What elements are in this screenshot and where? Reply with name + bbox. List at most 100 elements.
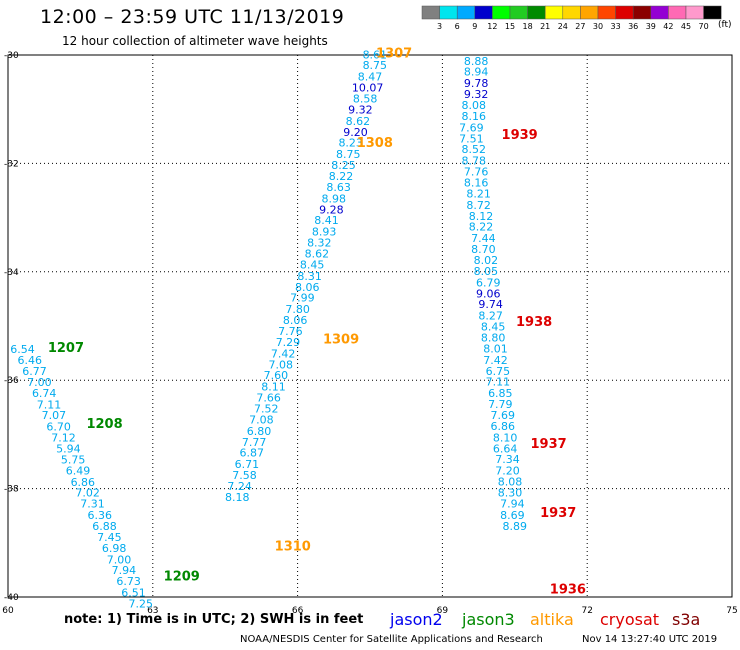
data-point: 7.02 bbox=[75, 487, 100, 500]
colorbar-tick-label: 70 bbox=[699, 22, 709, 31]
data-point: 7.12 bbox=[51, 431, 76, 444]
data-point: 5.75 bbox=[61, 454, 86, 467]
colorbar-swatch bbox=[492, 5, 511, 20]
data-point: 7.00 bbox=[107, 553, 132, 566]
data-point: 10.07 bbox=[352, 81, 384, 94]
x-tick-label: 63 bbox=[147, 606, 158, 616]
colorbar-swatch bbox=[562, 5, 581, 20]
data-point: 7.69 bbox=[490, 409, 515, 422]
x-tick-label: 66 bbox=[292, 606, 304, 616]
colorbar-tick-label: 33 bbox=[611, 22, 621, 31]
data-point: 6.87 bbox=[239, 447, 264, 460]
data-point: 8.05 bbox=[474, 265, 499, 278]
y-tick-label: -34 bbox=[4, 268, 19, 278]
data-point: 8.78 bbox=[462, 154, 487, 167]
data-point: 6.79 bbox=[476, 276, 501, 289]
data-point: 7.52 bbox=[254, 403, 279, 416]
data-point: 8.08 bbox=[462, 99, 487, 112]
data-point: 7.94 bbox=[112, 564, 137, 577]
data-point: 7.07 bbox=[42, 409, 67, 422]
data-point: 6.70 bbox=[46, 421, 71, 434]
data-point: 7.69 bbox=[459, 121, 484, 134]
data-point: 8.45 bbox=[481, 320, 506, 333]
data-point: 9.20 bbox=[343, 126, 368, 139]
chart-title: 12:00 – 23:59 UTC 11/13/2019 bbox=[40, 6, 345, 28]
colorbar-swatch bbox=[421, 5, 440, 20]
pass-label: 1937 bbox=[530, 437, 566, 452]
colorbar-tick-label: 27 bbox=[575, 22, 585, 31]
data-point: 8.32 bbox=[307, 236, 332, 249]
pass-label: 1937 bbox=[540, 506, 576, 521]
pass-label: 1310 bbox=[275, 539, 311, 554]
data-point: 7.20 bbox=[495, 465, 520, 478]
data-point: 8.75 bbox=[336, 148, 361, 161]
data-point: 7.77 bbox=[242, 436, 267, 449]
data-point: 8.69 bbox=[500, 509, 525, 522]
data-point: 8.93 bbox=[312, 225, 337, 238]
plot-frame bbox=[7, 54, 733, 598]
colorbar-swatch bbox=[650, 5, 669, 20]
data-point: 8.88 bbox=[464, 55, 489, 68]
data-point: 8.62 bbox=[305, 248, 330, 261]
y-tick-label: -38 bbox=[4, 485, 19, 495]
colorbar-tick-label: 18 bbox=[523, 22, 533, 31]
data-point: 7.11 bbox=[37, 398, 62, 411]
data-point: 8.62 bbox=[346, 115, 371, 128]
data-point: 7.60 bbox=[264, 369, 289, 382]
data-point: 8.27 bbox=[478, 309, 503, 322]
x-tick-label: 72 bbox=[581, 606, 592, 616]
data-point: 6.71 bbox=[235, 458, 260, 471]
data-point: 8.98 bbox=[322, 192, 347, 205]
legend-altika: altika bbox=[530, 610, 574, 629]
data-point: 6.74 bbox=[32, 387, 57, 400]
data-point: 7.31 bbox=[80, 498, 105, 511]
data-point: 7.08 bbox=[268, 358, 293, 371]
data-point: 8.45 bbox=[300, 259, 325, 272]
colorbar-swatch bbox=[685, 5, 704, 20]
data-point: 7.79 bbox=[488, 398, 513, 411]
data-point: 8.25 bbox=[331, 159, 356, 172]
data-point: 8.11 bbox=[261, 380, 286, 393]
data-point: 7.76 bbox=[464, 165, 489, 178]
data-point: 6.51 bbox=[121, 586, 146, 599]
data-point: 8.75 bbox=[363, 59, 388, 72]
x-tick-label: 69 bbox=[437, 606, 449, 616]
legend-cryosat: cryosat bbox=[600, 610, 660, 629]
data-point: 7.45 bbox=[97, 531, 122, 544]
data-point: 6.85 bbox=[488, 387, 513, 400]
colorbar-swatch bbox=[668, 5, 687, 20]
colorbar-tick-label: 39 bbox=[646, 22, 656, 31]
data-point: 8.16 bbox=[464, 177, 489, 190]
colorbar-tick-label: 45 bbox=[681, 22, 691, 31]
data-point: 7.42 bbox=[483, 354, 508, 367]
data-point: 8.22 bbox=[329, 170, 354, 183]
data-point: 7.24 bbox=[227, 480, 252, 493]
data-point: 8.52 bbox=[462, 143, 487, 156]
data-point: 6.54 bbox=[10, 343, 35, 356]
data-point: 8.94 bbox=[464, 66, 489, 79]
data-point: 9.74 bbox=[478, 298, 503, 311]
colorbar-tick-label: 30 bbox=[593, 22, 603, 31]
data-point: 8.08 bbox=[498, 475, 523, 488]
y-tick-label: -30 bbox=[4, 51, 19, 61]
colorbar-swatch bbox=[474, 5, 493, 20]
colorbar-tick-label: 36 bbox=[628, 22, 638, 31]
data-point: 6.77 bbox=[22, 365, 47, 378]
data-point: 6.64 bbox=[493, 442, 518, 455]
data-point: 8.23 bbox=[338, 137, 363, 150]
colorbar-tick-label: 12 bbox=[487, 22, 497, 31]
data-point: 8.61 bbox=[363, 48, 388, 61]
data-point: 8.31 bbox=[297, 270, 322, 283]
data-point: 6.73 bbox=[116, 575, 141, 588]
colorbar-unit: (ft) bbox=[718, 20, 732, 30]
data-point: 6.49 bbox=[66, 465, 91, 478]
colorbar-swatch bbox=[580, 5, 599, 20]
data-point: 6.80 bbox=[247, 425, 272, 438]
data-point: 9.32 bbox=[348, 104, 373, 117]
data-point: 9.78 bbox=[464, 77, 489, 90]
data-point: 8.70 bbox=[471, 243, 496, 256]
data-point: 9.28 bbox=[319, 203, 344, 216]
footer-credit: NOAA/NESDIS Center for Satellite Applica… bbox=[240, 634, 543, 645]
pass-label: 1309 bbox=[323, 332, 359, 347]
data-point: 8.30 bbox=[498, 487, 523, 500]
